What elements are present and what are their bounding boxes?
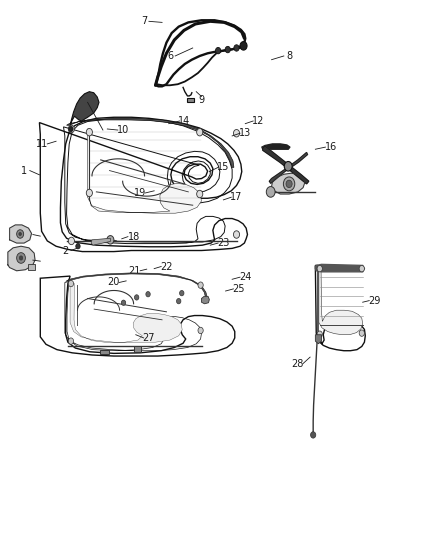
Text: 19: 19 (134, 188, 146, 198)
Circle shape (198, 327, 203, 334)
Text: 2: 2 (63, 246, 69, 255)
Text: 11: 11 (35, 139, 48, 149)
Polygon shape (262, 144, 290, 149)
Text: 4: 4 (23, 255, 29, 265)
Polygon shape (319, 269, 363, 335)
Circle shape (197, 128, 203, 136)
Text: 23: 23 (217, 238, 230, 248)
Circle shape (68, 280, 74, 287)
Circle shape (240, 42, 247, 50)
Circle shape (86, 128, 92, 136)
Polygon shape (187, 98, 194, 102)
Circle shape (266, 187, 275, 197)
Text: 17: 17 (230, 192, 243, 202)
Polygon shape (263, 146, 309, 184)
Circle shape (180, 290, 184, 296)
Text: 3: 3 (23, 230, 29, 239)
Text: 25: 25 (233, 284, 245, 294)
Text: 16: 16 (325, 142, 337, 152)
Text: 18: 18 (127, 232, 140, 241)
Circle shape (233, 231, 240, 238)
Polygon shape (315, 264, 364, 272)
Polygon shape (70, 92, 99, 127)
Text: 21: 21 (129, 266, 141, 276)
Circle shape (197, 190, 203, 198)
Polygon shape (28, 264, 35, 270)
Polygon shape (67, 118, 234, 167)
Circle shape (19, 256, 23, 260)
Circle shape (68, 338, 74, 344)
Circle shape (215, 47, 221, 54)
Text: 6: 6 (168, 51, 174, 61)
Polygon shape (10, 225, 32, 243)
Circle shape (68, 125, 74, 133)
Text: 1: 1 (21, 166, 27, 175)
Polygon shape (201, 296, 209, 304)
Polygon shape (66, 273, 208, 298)
Text: 10: 10 (117, 125, 129, 135)
Circle shape (19, 232, 21, 236)
Text: 20: 20 (108, 278, 120, 287)
Circle shape (121, 300, 126, 305)
Polygon shape (272, 173, 305, 194)
Text: 22: 22 (160, 262, 173, 271)
Circle shape (234, 45, 239, 51)
Circle shape (134, 295, 139, 300)
Polygon shape (315, 335, 321, 344)
Text: 28: 28 (292, 359, 304, 368)
Text: 9: 9 (198, 95, 205, 105)
Circle shape (76, 244, 80, 249)
Text: 13: 13 (239, 128, 251, 138)
Text: 8: 8 (286, 51, 292, 61)
Circle shape (177, 298, 181, 304)
Circle shape (198, 282, 203, 288)
Circle shape (107, 236, 114, 244)
Polygon shape (269, 152, 307, 183)
Circle shape (359, 265, 364, 272)
Text: 24: 24 (239, 272, 251, 282)
Polygon shape (91, 238, 110, 245)
Polygon shape (134, 346, 141, 352)
Circle shape (225, 46, 230, 53)
Circle shape (17, 253, 25, 263)
Circle shape (359, 330, 364, 336)
Polygon shape (70, 284, 182, 343)
Circle shape (286, 180, 292, 188)
Text: 15: 15 (217, 163, 230, 172)
Polygon shape (8, 246, 35, 271)
Circle shape (69, 126, 73, 132)
Text: 27: 27 (143, 333, 155, 343)
Text: 7: 7 (141, 17, 148, 26)
Text: 29: 29 (368, 296, 381, 305)
Circle shape (283, 177, 295, 191)
Circle shape (317, 331, 322, 337)
Circle shape (17, 230, 24, 238)
Circle shape (68, 237, 74, 245)
Circle shape (146, 292, 150, 297)
Circle shape (233, 130, 240, 137)
Circle shape (311, 432, 316, 438)
Text: 12: 12 (252, 116, 265, 126)
Circle shape (284, 161, 292, 171)
Circle shape (317, 265, 322, 272)
Text: 14: 14 (178, 116, 190, 126)
Polygon shape (88, 129, 201, 213)
Circle shape (86, 189, 92, 197)
Polygon shape (100, 350, 109, 354)
